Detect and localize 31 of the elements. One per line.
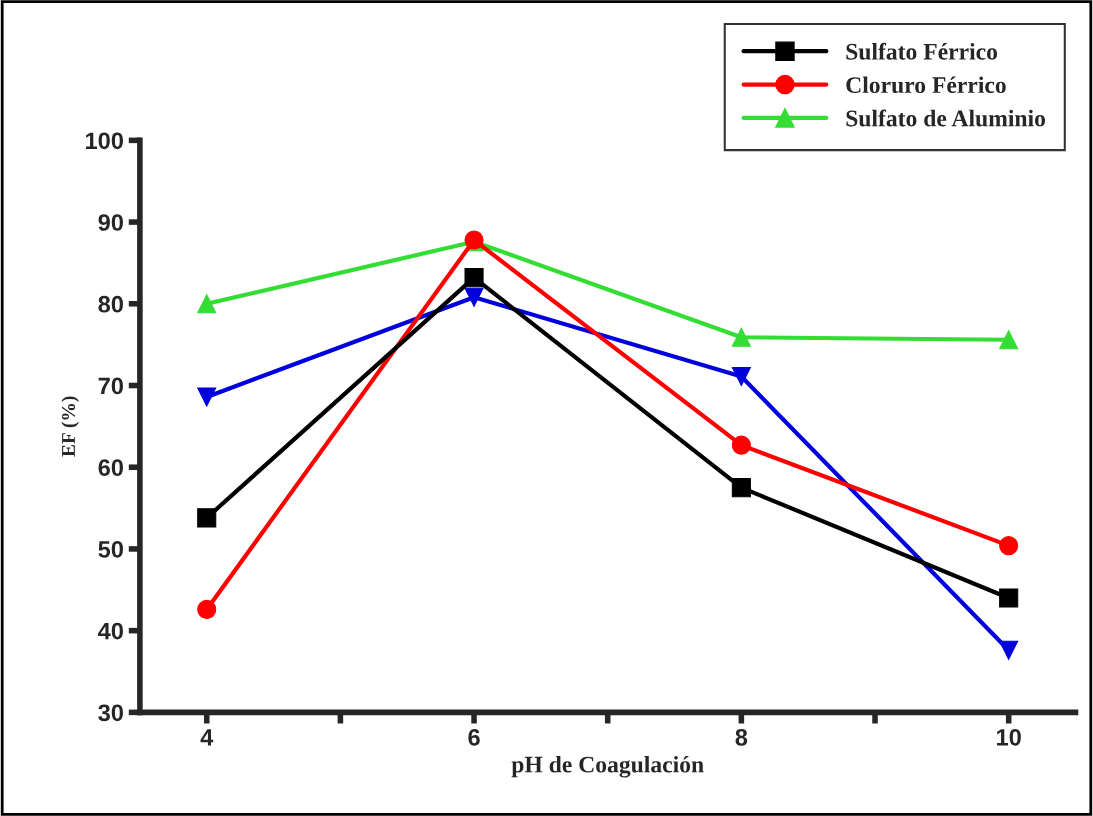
point — [464, 268, 484, 288]
x-tick-label: 8 — [735, 728, 748, 746]
x-tick-label: 4 — [200, 729, 214, 746]
y-tick-label: 90 — [98, 214, 123, 231]
point — [731, 327, 751, 347]
point — [197, 387, 217, 407]
x-axis-title: pH de Coagulación — [511, 755, 704, 778]
legend-label: Sulfato de Aluminio — [846, 109, 1046, 127]
point — [731, 366, 751, 387]
y-tick-label: 40 — [98, 622, 123, 640]
y-tick-label: 80 — [98, 295, 123, 313]
point — [197, 599, 217, 619]
point — [999, 330, 1019, 350]
y-tick-label: 60 — [98, 459, 123, 477]
y-tick-label: 100 — [86, 132, 123, 150]
point — [197, 508, 217, 528]
point — [999, 640, 1019, 660]
point — [197, 294, 217, 314]
x-tick-label: 10 — [997, 728, 1021, 746]
y-tick-label: 50 — [98, 541, 123, 558]
point — [731, 478, 751, 498]
point — [464, 287, 484, 307]
legend-label: Sulfato Férrico — [846, 42, 998, 60]
y-tick-label: 30 — [98, 704, 123, 722]
legend-label: Cloruro Férrico — [846, 76, 1006, 94]
y-axis-title: EF (%) — [61, 396, 79, 457]
point — [731, 435, 751, 455]
point — [999, 588, 1019, 608]
point — [999, 536, 1019, 556]
x-tick-label: 6 — [468, 728, 480, 746]
y-tick-label: 70 — [98, 377, 123, 395]
